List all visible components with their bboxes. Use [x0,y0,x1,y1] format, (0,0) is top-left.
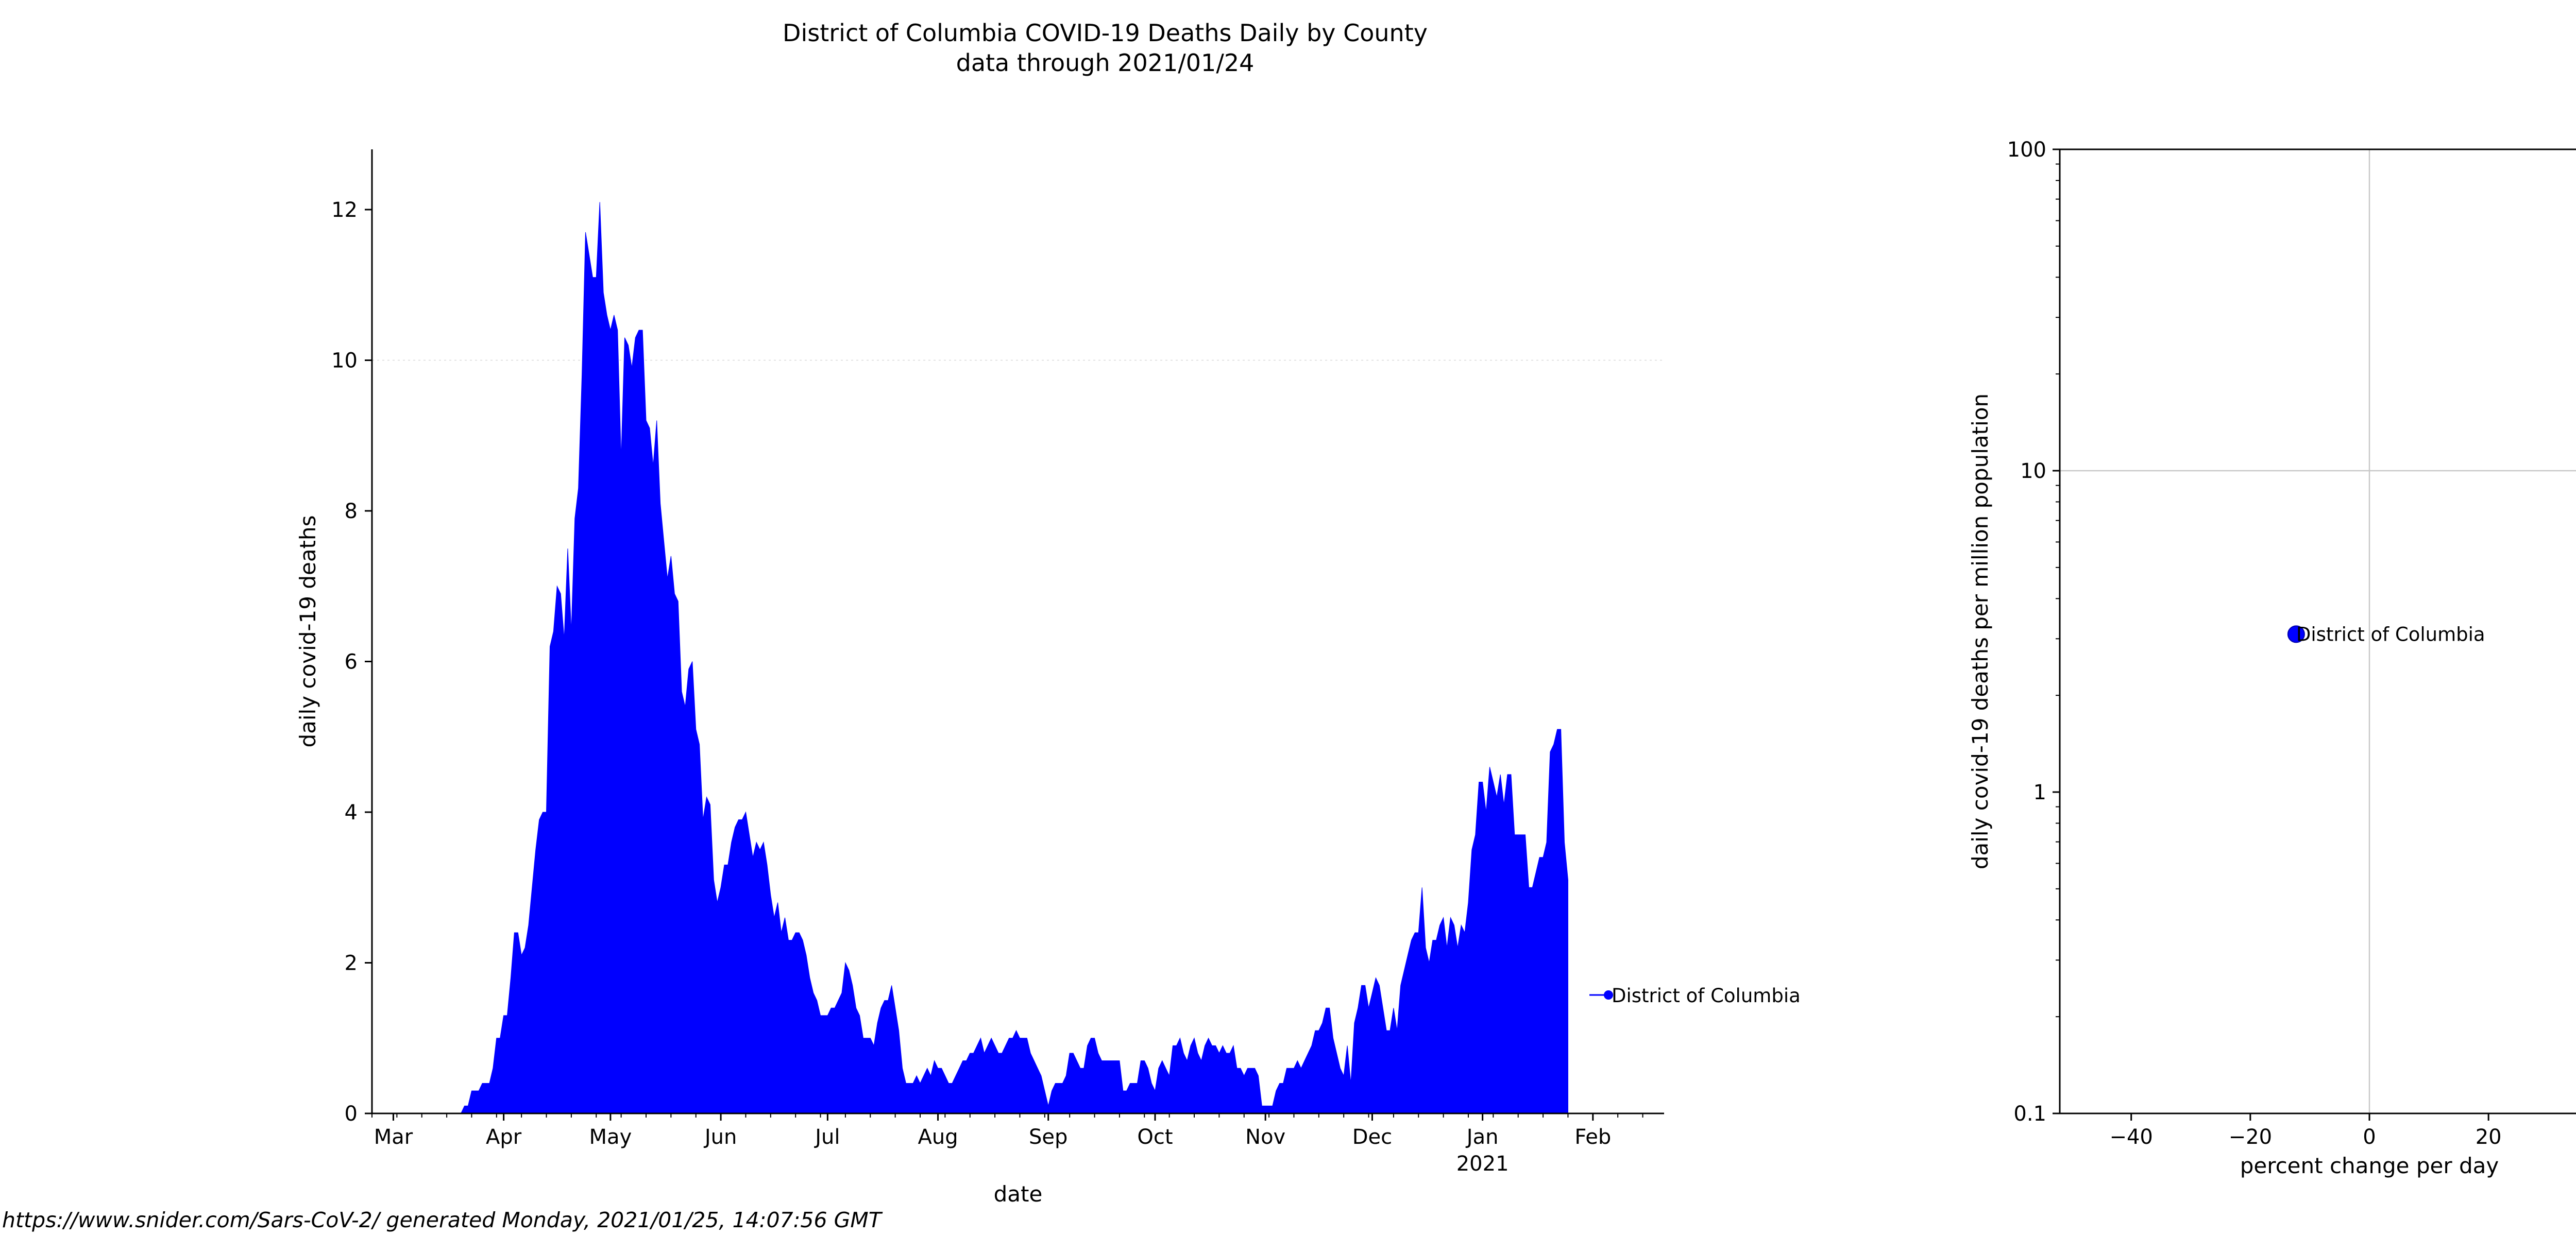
x-tick-label-apr: Apr [486,1125,522,1149]
legend-marker-icon [1604,990,1613,1000]
x-tick-label-aug: Aug [918,1125,958,1149]
y-axis-label: daily covid-19 deaths [295,515,320,747]
y-tick-label-1: 1 [2033,781,2046,804]
x-tick-sublabel-year: 2021 [1456,1152,1509,1176]
x-tick-label-0: −40 [2109,1125,2153,1149]
y-axis-label: daily covid-19 deaths per million popula… [1968,393,1993,869]
x-tick-label-3: 20 [2476,1125,2502,1149]
chart-title: District of Columbia COVID-19 Deaths Dai… [783,19,1428,47]
scatter-point-label: District of Columbia [2296,623,2485,645]
x-tick-label-dec: Dec [1352,1125,1392,1149]
y-tick-label-8: 8 [345,500,358,523]
legend: District of Columbia [1589,985,1801,1007]
x-tick-label-may: May [589,1125,632,1149]
x-axis-label: percent change per day [2240,1153,2499,1178]
y-tick-label-2: 2 [345,952,358,975]
y-tick-label-4: 4 [345,801,358,825]
x-tick-label-mar: Mar [374,1125,413,1149]
x-tick-label-2: 0 [2363,1125,2376,1149]
y-tick-label-6: 6 [345,650,358,674]
y-tick-label-10: 10 [2020,459,2046,483]
footer-credit: https://www.snider.com/Sars-CoV-2/ gener… [2,1208,882,1232]
y-tick-label-0: 0 [345,1102,358,1126]
x-tick-label-feb: Feb [1574,1125,1611,1149]
x-tick-label-nov: Nov [1245,1125,1285,1149]
legend-label: District of Columbia [1612,985,1801,1007]
x-axis-label: date [994,1181,1043,1207]
y-tick-label-0-1: 0.1 [2013,1102,2046,1126]
series-area-district-of-columbia [460,202,1568,1114]
y-tick-label-12: 12 [331,198,358,222]
daily-deaths-chart: 0 2 4 6 8 10 12 Mar Apr May Jun Jul Aug Sep Oct Nov Dec J… [295,149,1801,1207]
x-tick-label-jan: Jan [1465,1125,1499,1149]
x-tick-label-jul: Jul [814,1125,840,1149]
chart-subtitle: data through 2021/01/24 [956,49,1255,77]
y-tick-label-10: 10 [331,349,358,373]
scatter-point-district-of-columbia [2287,625,2305,643]
x-tick-label-sep: Sep [1029,1125,1067,1149]
x-tick-label-1: −20 [2229,1125,2272,1149]
x-tick-label-jun: Jun [703,1125,737,1149]
x-tick-label-oct: Oct [1137,1125,1173,1149]
y-tick-label-100: 100 [2007,138,2046,162]
